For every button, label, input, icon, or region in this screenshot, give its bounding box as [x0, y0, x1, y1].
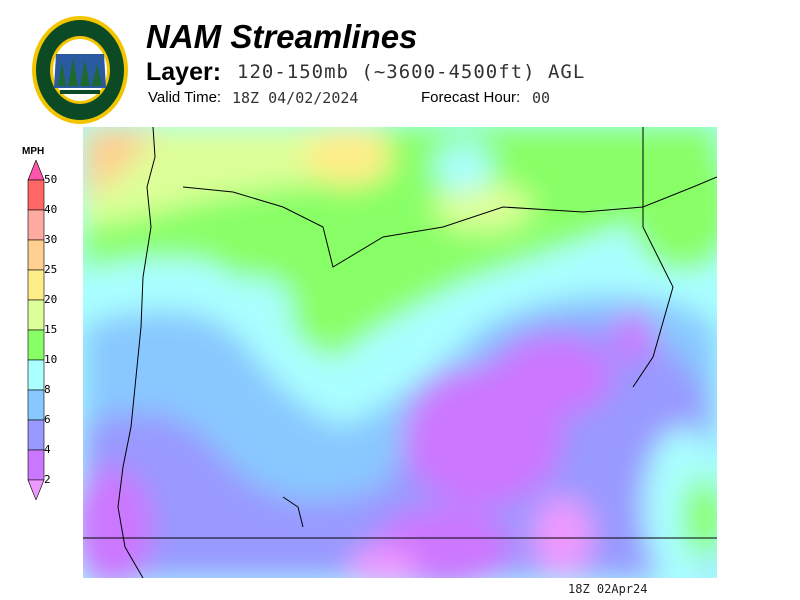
- legend-swatch: [27, 449, 45, 481]
- valid-time-label: Valid Time:: [148, 89, 222, 106]
- legend-swatch: [27, 359, 45, 391]
- legend-swatch: [27, 389, 45, 421]
- legend-tick: 40: [44, 203, 58, 216]
- valid-time-value: 18Z 04/02/2024: [232, 89, 359, 107]
- legend-swatch: [27, 239, 45, 271]
- legend-swatch: [27, 419, 45, 451]
- legend-swatch: [27, 269, 45, 301]
- legend-swatch: [27, 209, 45, 241]
- wind-speed-fill: [83, 127, 717, 578]
- legend-tick: 30: [44, 233, 58, 246]
- legend-swatch: [27, 299, 45, 331]
- legend-tick: 20: [44, 293, 58, 306]
- forecast-hour-value: 00: [532, 89, 551, 107]
- streamline-map[interactable]: [83, 127, 717, 578]
- legend-arrow-bottom: [27, 479, 45, 500]
- legend-arrow-top: [27, 160, 45, 181]
- legend-tick: 10: [44, 353, 58, 366]
- legend-tick: 2: [44, 473, 51, 486]
- legend-tick: 25: [44, 263, 58, 276]
- legend-swatch: [27, 179, 45, 211]
- map-timestamp: 18Z 02Apr24: [568, 582, 648, 596]
- odf-logo: [32, 16, 128, 124]
- legend-tick: 4: [44, 443, 51, 456]
- legend-tick: 8: [44, 383, 51, 396]
- political-boundaries: [83, 127, 717, 578]
- legend-tick: 6: [44, 413, 51, 426]
- page-title: NAM Streamlines: [146, 18, 418, 55]
- legend-tick: 50: [44, 173, 58, 186]
- legend-swatch: [27, 329, 45, 361]
- layer-value: 120-150mb (~3600-4500ft) AGL: [237, 61, 586, 83]
- color-legend: [27, 160, 45, 500]
- layer-label: Layer:: [146, 58, 222, 86]
- legend-unit: MPH: [22, 146, 45, 157]
- legend-tick: 15: [44, 323, 58, 336]
- forecast-hour-label: Forecast Hour:: [421, 89, 521, 106]
